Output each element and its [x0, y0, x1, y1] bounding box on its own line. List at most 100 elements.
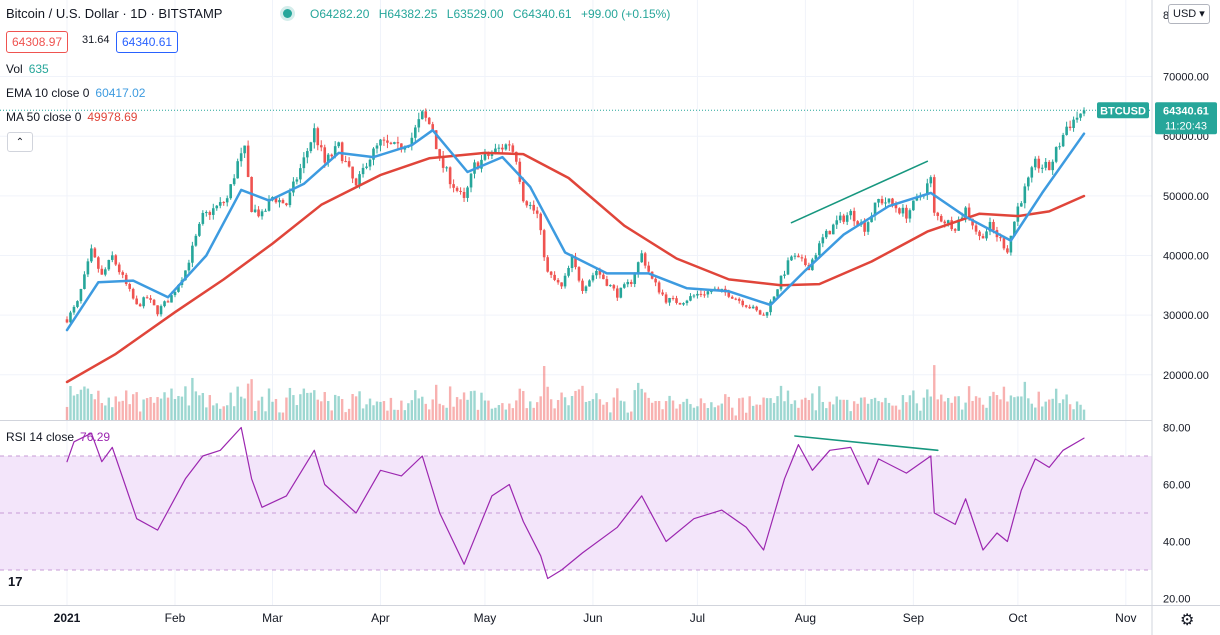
volume-bar [386, 410, 389, 420]
candle-body [295, 179, 299, 182]
symbol-title[interactable]: Bitcoin / U.S. Dollar · 1D · BITSTAMP [6, 6, 223, 21]
volume-bar [487, 400, 490, 420]
collapse-legend-button[interactable]: ⌃ [7, 132, 33, 152]
rsi-tick-label: 20.00 [1163, 594, 1191, 606]
ask-price-button[interactable]: 64340.61 [116, 31, 179, 53]
candle-body [319, 145, 323, 148]
candle-body [609, 285, 612, 287]
volume-bar [825, 408, 828, 420]
volume-bar [118, 401, 121, 420]
volume-bars [65, 365, 1086, 420]
candle-body [410, 137, 414, 146]
candle-body [685, 300, 689, 304]
gear-icon[interactable]: ⚙ [1180, 612, 1195, 629]
candle-body [905, 207, 908, 219]
bid-price-button[interactable]: 64308.97 [6, 31, 69, 53]
volume-bar [323, 392, 326, 420]
volume-bar [208, 395, 212, 420]
volume-bar [1051, 398, 1054, 420]
candle-body [389, 142, 393, 144]
legend-ema[interactable]: EMA 10 close 0 60417.02 [6, 86, 145, 100]
chevron-up-icon: ⌃ [15, 136, 25, 148]
candle-body [783, 274, 786, 276]
volume-bar [981, 404, 985, 420]
candle-body [521, 181, 525, 202]
volume-bar [264, 411, 267, 420]
candle-body [194, 235, 198, 246]
candle-body [574, 256, 577, 268]
volume-bar [598, 399, 602, 420]
volume-bar [441, 405, 445, 420]
volume-bar [898, 409, 901, 420]
volume-bar [313, 390, 316, 420]
volume-bar [793, 400, 797, 420]
candle-body [501, 147, 504, 150]
volume-bar [678, 404, 682, 420]
volume-bar [1002, 386, 1006, 420]
legend-volume-label: Vol [6, 62, 23, 76]
volume-bar [333, 394, 337, 420]
candle-body [828, 230, 832, 235]
volume-bar [107, 397, 110, 420]
volume-bar [459, 399, 462, 420]
candle-body [117, 264, 121, 273]
volume-bar [804, 397, 807, 420]
volume-bar [595, 393, 598, 420]
candle-body [508, 144, 511, 146]
candle-body [849, 210, 852, 216]
candle-body [581, 280, 584, 291]
x-tick-label: May [474, 611, 497, 625]
volume-bar [1020, 396, 1023, 420]
candle-body [877, 198, 880, 203]
volume-bar [407, 403, 410, 420]
candle-body [417, 119, 421, 128]
candle-body [591, 275, 595, 281]
volume-bar [964, 402, 967, 420]
axis-labels: 2021 Feb Mar Apr May Jun Jul Aug Sep Oct Nov 20000.… [54, 10, 1217, 625]
volume-bar [166, 397, 170, 420]
volume-bar [727, 396, 730, 420]
volume-bar [173, 399, 177, 420]
candle-body [706, 291, 710, 295]
candle-body [487, 153, 490, 157]
tradingview-logo-icon: 17 [8, 574, 23, 589]
legend-ma-label: MA 50 close 0 [6, 110, 82, 124]
volume-bar [532, 407, 535, 420]
volume-bar [971, 400, 974, 420]
candle-body [915, 196, 919, 201]
trendlines [790, 160, 939, 452]
legend-ma[interactable]: MA 50 close 0 49978.69 [6, 110, 137, 124]
candle-body [595, 270, 598, 276]
candle-body [184, 270, 187, 281]
candle-body [299, 168, 302, 180]
candle-body [1051, 161, 1054, 171]
candle-body [643, 253, 647, 266]
ohlc-low: L63529.00 [446, 7, 504, 21]
volume-bar [602, 404, 605, 420]
x-tick-label: Sep [903, 611, 925, 625]
volume-bar [476, 409, 480, 420]
legend-rsi[interactable]: RSI 14 close 76.29 [6, 430, 110, 444]
candle-body [1058, 146, 1061, 148]
candle-body [379, 139, 382, 146]
volume-bar [748, 396, 751, 420]
legend-volume[interactable]: Vol 635 [6, 62, 49, 76]
volume-bar [852, 401, 856, 420]
y-tick-label-partial: 8 [1163, 10, 1169, 22]
candle-body [86, 261, 90, 275]
volume-bar [483, 400, 487, 420]
currency-button[interactable]: USD ▾ [1168, 4, 1210, 24]
candle-body [671, 297, 675, 299]
candle-body [372, 148, 375, 160]
candle-body [636, 262, 640, 274]
volume-bar [849, 411, 852, 420]
volume-bar [999, 399, 1002, 420]
volume-bar [274, 398, 278, 420]
volume-bar [905, 402, 908, 420]
volume-bar [201, 392, 205, 420]
candle-body [908, 210, 912, 219]
candle-body [316, 128, 320, 146]
volume-bar [915, 403, 919, 420]
candle-body [852, 210, 856, 222]
